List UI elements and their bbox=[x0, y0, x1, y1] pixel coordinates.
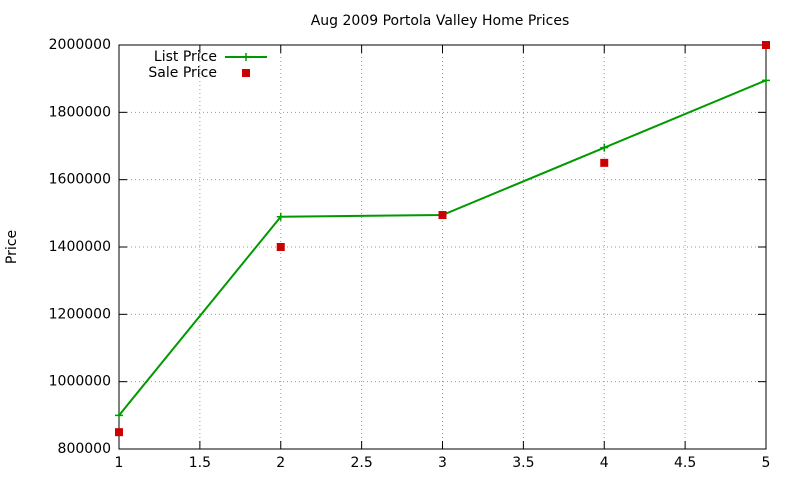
y-tick-label: 1000000 bbox=[49, 374, 111, 390]
x-tick-label: 2.5 bbox=[350, 455, 372, 471]
legend-marker bbox=[242, 53, 250, 61]
y-tick-label: 1800000 bbox=[49, 104, 111, 120]
x-tick-label: 1.5 bbox=[189, 455, 211, 471]
point bbox=[276, 212, 285, 221]
point bbox=[600, 158, 609, 167]
chart-title: Aug 2009 Portola Valley Home Prices bbox=[311, 13, 570, 29]
point bbox=[115, 411, 123, 420]
x-tick-label: 2 bbox=[276, 455, 285, 471]
legend-label: List Price bbox=[154, 49, 217, 65]
y-tick-label: 1600000 bbox=[49, 172, 111, 188]
plot-border bbox=[118, 44, 767, 450]
legend-label: Sale Price bbox=[148, 65, 217, 81]
y-tick-label: 2000000 bbox=[49, 37, 111, 53]
x-tick-label: 4 bbox=[600, 455, 609, 471]
x-tick-label: 5 bbox=[762, 455, 771, 471]
x-tick-label: 1 bbox=[115, 455, 124, 471]
point bbox=[600, 143, 609, 152]
point bbox=[115, 428, 123, 437]
y-tick-label: 1200000 bbox=[49, 306, 111, 322]
x-tick-label: 4.5 bbox=[674, 455, 696, 471]
y-tick-label: 800000 bbox=[58, 441, 111, 457]
point bbox=[438, 211, 447, 220]
point bbox=[762, 76, 770, 85]
y-axis-label: Price bbox=[4, 230, 20, 264]
x-tick-label: 3 bbox=[438, 455, 447, 471]
point bbox=[276, 243, 285, 251]
legend-marker bbox=[242, 69, 250, 77]
y-tick-label: 1400000 bbox=[49, 239, 111, 255]
point bbox=[762, 41, 770, 49]
x-tick-label: 3.5 bbox=[512, 455, 534, 471]
